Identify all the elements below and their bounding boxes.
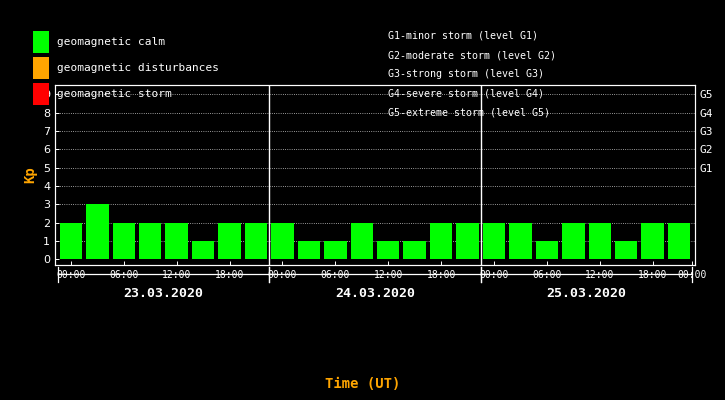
Text: G1-minor storm (level G1): G1-minor storm (level G1) bbox=[388, 31, 538, 41]
Bar bbox=[615, 241, 637, 260]
Text: geomagnetic disturbances: geomagnetic disturbances bbox=[57, 63, 219, 73]
Bar bbox=[271, 223, 294, 260]
Text: G4-severe storm (level G4): G4-severe storm (level G4) bbox=[388, 89, 544, 99]
Bar bbox=[139, 223, 162, 260]
Bar bbox=[668, 223, 690, 260]
Bar bbox=[59, 223, 82, 260]
Bar bbox=[245, 223, 268, 260]
Text: 23.03.2020: 23.03.2020 bbox=[123, 287, 204, 300]
Bar bbox=[218, 223, 241, 260]
Text: G5-extreme storm (level G5): G5-extreme storm (level G5) bbox=[388, 108, 550, 118]
Y-axis label: Kp: Kp bbox=[23, 167, 38, 183]
Text: geomagnetic storm: geomagnetic storm bbox=[57, 89, 172, 99]
Bar bbox=[562, 223, 584, 260]
Bar bbox=[377, 241, 399, 260]
Bar bbox=[86, 204, 109, 260]
Text: G3-strong storm (level G3): G3-strong storm (level G3) bbox=[388, 70, 544, 80]
Bar bbox=[298, 241, 320, 260]
Bar bbox=[536, 241, 558, 260]
Bar bbox=[430, 223, 452, 260]
Bar bbox=[112, 223, 135, 260]
Bar bbox=[350, 223, 373, 260]
Bar bbox=[483, 223, 505, 260]
Bar bbox=[192, 241, 215, 260]
Bar bbox=[642, 223, 664, 260]
Bar bbox=[165, 223, 188, 260]
Bar bbox=[456, 223, 478, 260]
Text: G2-moderate storm (level G2): G2-moderate storm (level G2) bbox=[388, 50, 556, 60]
Text: geomagnetic calm: geomagnetic calm bbox=[57, 37, 165, 47]
Text: Time (UT): Time (UT) bbox=[325, 377, 400, 391]
Bar bbox=[403, 241, 426, 260]
Text: 24.03.2020: 24.03.2020 bbox=[335, 287, 415, 300]
Bar bbox=[324, 241, 347, 260]
Bar bbox=[509, 223, 531, 260]
Text: 25.03.2020: 25.03.2020 bbox=[547, 287, 626, 300]
Bar bbox=[589, 223, 611, 260]
